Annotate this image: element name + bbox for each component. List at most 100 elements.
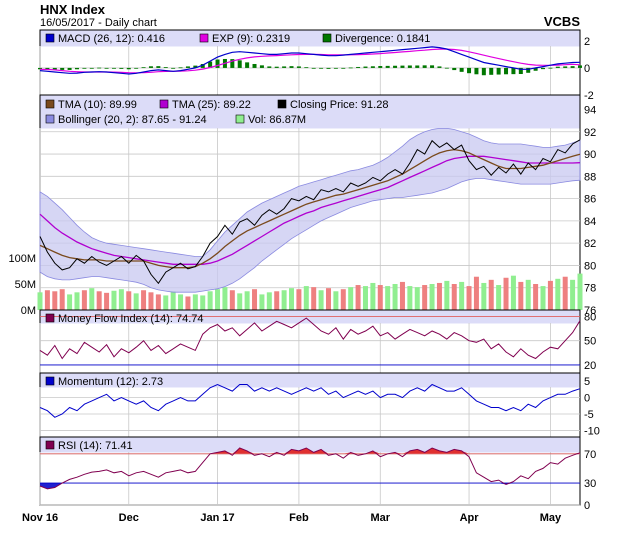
macd-y-tick-label: 0	[584, 63, 590, 75]
volume-bar	[555, 278, 561, 310]
volume-bar	[96, 291, 102, 310]
x-tick-label: Feb	[289, 512, 309, 524]
volume-bar	[311, 287, 317, 310]
volume-bar	[274, 291, 280, 310]
divergence-bar	[370, 66, 375, 68]
divergence-bar	[422, 65, 427, 68]
price-y-tick-label: 82	[584, 238, 596, 250]
divergence-bar	[393, 65, 398, 68]
volume-bar	[577, 273, 583, 310]
divergence-bar	[400, 65, 405, 68]
volume-bar	[459, 281, 465, 310]
divergence-bar	[126, 67, 131, 70]
divergence-bar	[452, 67, 457, 71]
rsi-legend-label: RSI (14): 71.41	[58, 440, 133, 452]
price-legend-label: Vol: 86.87M	[248, 114, 306, 126]
divergence-bar	[474, 67, 479, 75]
divergence-bar	[311, 67, 316, 69]
volume-bar	[466, 286, 472, 310]
divergence-bar	[237, 60, 242, 68]
divergence-bar	[171, 67, 176, 69]
volume-bar	[429, 284, 435, 310]
macd-legend-label: Divergence: 0.1841	[335, 33, 430, 45]
divergence-bar	[215, 59, 220, 68]
price-legend-swatch	[45, 99, 55, 109]
volume-tick-label: 0M	[21, 305, 36, 317]
divergence-bar	[38, 67, 42, 70]
divergence-bar	[333, 67, 338, 69]
volume-bar	[399, 281, 405, 310]
volume-bar	[118, 289, 124, 310]
x-tick-label: Nov 16	[22, 512, 58, 524]
price-legend-label: Bollinger (20, 2): 87.65 - 91.24	[58, 114, 207, 126]
macd-panel: 2 0 -2 MACD (26, 12): 0.416 EXP (9): 0.2319 D…	[38, 29, 594, 102]
volume-bar	[289, 288, 295, 310]
volume-bar	[170, 291, 176, 310]
rsi-line	[39, 447, 581, 490]
volume-bar	[436, 282, 442, 310]
x-tick-label: Mar	[370, 512, 390, 524]
tma25-line	[39, 155, 581, 265]
divergence-bar	[326, 67, 331, 69]
volume-bar	[237, 293, 243, 310]
price-legend-label: TMA (25): 89.22	[172, 99, 251, 111]
divergence-bar	[200, 63, 205, 68]
momentum-y-tick-label: -10	[584, 425, 600, 437]
volume-bar	[281, 290, 287, 310]
volume-bar	[451, 284, 457, 310]
rsi-panel: 70 30 0 RSI (14): 71.41	[39, 436, 596, 512]
divergence-bar	[407, 65, 412, 68]
mfi-y-tick-label: 20	[584, 360, 596, 372]
divergence-bar	[578, 65, 582, 68]
divergence-bar	[378, 66, 383, 68]
divergence-bar	[274, 66, 279, 68]
price-legend-label: TMA (10): 89.99	[58, 99, 137, 111]
price-legend-label: Closing Price: 91.28	[290, 99, 388, 111]
divergence-bar	[511, 67, 516, 75]
volume-bar	[370, 282, 376, 310]
volume-bar	[207, 291, 213, 310]
volume-bar	[266, 292, 272, 310]
volume-bar	[192, 294, 198, 310]
macd-legend-bar	[40, 30, 580, 47]
volume-bar	[52, 291, 58, 310]
volume-bar	[518, 281, 524, 310]
divergence-bar	[459, 67, 464, 72]
price-y-tick-label: 76	[584, 305, 596, 317]
volume-bar	[133, 293, 139, 310]
volume-bar	[44, 290, 50, 310]
volume-bar	[67, 294, 73, 310]
volume-bar	[318, 290, 324, 310]
divergence-bar	[563, 66, 568, 68]
momentum-y-tick-label: 0	[584, 393, 590, 405]
divergence-bar	[489, 67, 494, 75]
divergence-bar	[52, 67, 57, 70]
momentum-legend-swatch	[45, 376, 55, 386]
divergence-bar	[267, 66, 272, 68]
momentum-y-tick-label: -5	[584, 409, 594, 421]
volume-bar	[407, 286, 413, 310]
mfi-panel: 80 50 20 Money Flow Index (14): 74.74	[39, 309, 596, 374]
volume-bar	[525, 279, 531, 310]
divergence-bar	[45, 67, 50, 70]
macd-legend-swatch	[199, 33, 209, 43]
volume-bar	[74, 292, 80, 310]
mfi-y-tick-label: 50	[584, 336, 596, 348]
divergence-bar	[82, 67, 87, 69]
volume-bar	[392, 284, 398, 310]
volume-bar	[444, 280, 450, 310]
price-y-tick-label: 94	[584, 104, 596, 116]
volume-bar	[215, 289, 221, 310]
price-y-tick-label: 90	[584, 149, 596, 161]
macd-line	[39, 46, 581, 75]
divergence-bar	[67, 67, 72, 70]
divergence-bar	[208, 61, 213, 68]
volume-bar	[385, 286, 391, 310]
divergence-bar	[252, 63, 257, 68]
x-tick-label: Jan 17	[200, 512, 234, 524]
volume-bar	[422, 285, 428, 310]
volume-bar	[355, 285, 361, 310]
divergence-bar	[481, 67, 486, 76]
divergence-bar	[430, 65, 435, 68]
